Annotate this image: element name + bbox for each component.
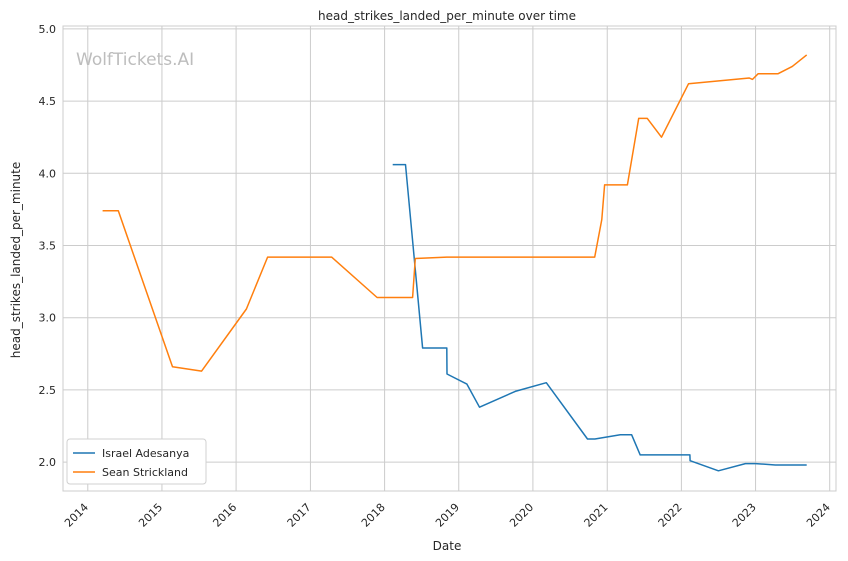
x-tick-label: 2020: [507, 501, 536, 530]
legend: Israel Adesanya Sean Strickland: [66, 438, 207, 485]
x-tick-label: 2019: [433, 501, 462, 530]
legend-box: [66, 438, 207, 485]
legend-label-sean-strickland: Sean Strickland: [102, 466, 188, 479]
y-tick-label: 2.5: [39, 384, 57, 397]
y-tick-label: 2.0: [39, 456, 57, 469]
x-tick-label: 2016: [210, 501, 239, 530]
plot-frame: [62, 25, 837, 492]
x-tick-label: 2017: [285, 501, 314, 530]
watermark: WolfTickets.AI: [76, 50, 194, 70]
x-tick-label: 2024: [804, 501, 833, 530]
x-tick-label: 2014: [62, 501, 91, 530]
y-tick-label: 5.0: [39, 23, 57, 36]
series-line-israel-adesanya: [392, 163, 807, 472]
x-tick-label: 2018: [359, 501, 388, 530]
y-tick-label: 3.5: [39, 240, 57, 253]
x-tick-label: 2015: [136, 501, 165, 530]
series-line-sean-strickland: [102, 54, 808, 372]
y-axis-title: head_strikes_landed_per_minute: [9, 162, 23, 359]
x-tick-label: 2023: [730, 501, 759, 530]
x-tick-label: 2022: [656, 501, 685, 530]
x-axis-title: Date: [433, 539, 462, 553]
chart-title: head_strikes_landed_per_minute over time: [318, 9, 576, 23]
x-tick-label: 2021: [582, 501, 611, 530]
y-tick-label: 4.5: [39, 95, 57, 108]
y-tick-label: 4.0: [39, 167, 57, 180]
legend-label-israel-adesanya: Israel Adesanya: [102, 447, 189, 460]
y-tick-label: 3.0: [39, 312, 57, 325]
